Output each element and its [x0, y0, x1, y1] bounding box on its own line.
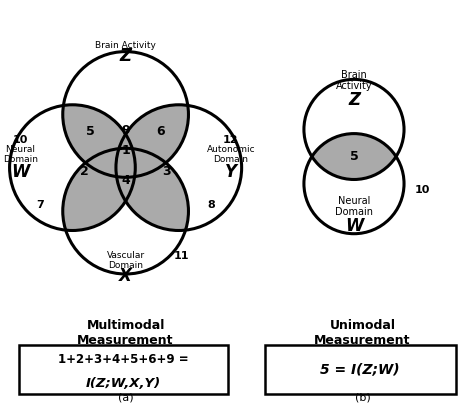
Text: 8: 8 — [208, 200, 215, 210]
Circle shape — [63, 52, 189, 177]
Circle shape — [63, 148, 189, 274]
Text: Y: Y — [225, 164, 237, 182]
Text: 12: 12 — [223, 135, 238, 145]
Text: (b): (b) — [355, 393, 371, 403]
Polygon shape — [116, 105, 189, 177]
Circle shape — [116, 105, 242, 230]
Text: 10: 10 — [13, 135, 28, 145]
Text: Neural
Domain: Neural Domain — [335, 196, 373, 217]
Text: 3: 3 — [163, 165, 171, 178]
Text: 10: 10 — [415, 185, 430, 195]
Polygon shape — [312, 133, 396, 179]
Text: Multimodal
Measurement: Multimodal Measurement — [77, 319, 174, 348]
Polygon shape — [116, 148, 189, 230]
Text: X: X — [119, 267, 132, 285]
Circle shape — [304, 79, 404, 179]
Text: (a): (a) — [118, 393, 133, 403]
Text: 6: 6 — [156, 125, 165, 138]
Text: I(Z;W,X,Y): I(Z;W,X,Y) — [86, 376, 161, 389]
Text: W: W — [345, 217, 363, 235]
Text: Z: Z — [119, 48, 132, 66]
Text: 5 = I(Z;W): 5 = I(Z;W) — [320, 362, 400, 376]
Text: W: W — [11, 164, 30, 182]
Text: 11: 11 — [173, 251, 189, 261]
Text: Brain
Activity: Brain Activity — [336, 70, 372, 91]
Text: 7: 7 — [36, 200, 44, 210]
Text: 1: 1 — [121, 144, 130, 157]
Text: 2: 2 — [80, 165, 89, 178]
Text: 5: 5 — [350, 150, 358, 163]
Polygon shape — [86, 148, 165, 177]
Circle shape — [304, 133, 404, 234]
Text: 4: 4 — [121, 175, 130, 188]
Text: 9: 9 — [121, 124, 130, 137]
Circle shape — [9, 105, 135, 230]
Text: Vascular
Domain: Vascular Domain — [107, 251, 145, 270]
Text: Neural
Domain: Neural Domain — [3, 144, 38, 164]
Text: 5: 5 — [86, 125, 95, 138]
Text: Autonomic
Domain: Autonomic Domain — [207, 144, 255, 164]
Text: Unimodal
Measurement: Unimodal Measurement — [314, 319, 411, 348]
Text: Brain Activity: Brain Activity — [95, 41, 156, 50]
Text: 1+2+3+4+5+6+9 =: 1+2+3+4+5+6+9 = — [58, 353, 189, 366]
Polygon shape — [63, 148, 135, 230]
Text: Z: Z — [348, 91, 360, 109]
Polygon shape — [63, 105, 135, 177]
